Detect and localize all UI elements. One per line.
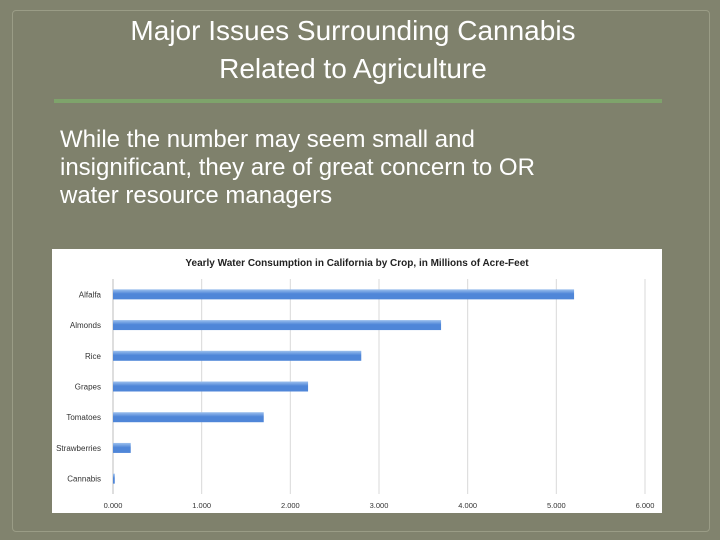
x-tick-label: 0.000: [104, 501, 123, 510]
body-line-2: insignificant, they are of great concern…: [60, 154, 535, 181]
chart-category-labels: Alfalfa Almonds Rice Grapes Tomatoes Strawber…: [56, 290, 101, 483]
chart-gridlines: [112, 279, 646, 494]
chart-title: Yearly Water Consumption in California b…: [185, 258, 529, 269]
bar-grapes: [113, 381, 309, 392]
body-line-3: water resource managers: [60, 182, 333, 209]
bar-cannabis: [113, 473, 115, 484]
slide-title: Major Issues Surrounding Cannabis Relate…: [40, 12, 666, 88]
category-label-cannabis: Cannabis: [67, 475, 101, 484]
category-label-tomatoes: Tomatoes: [66, 413, 101, 422]
bar-alfalfa: [113, 289, 575, 300]
slide-body-text: While the number may seem small and insi…: [60, 126, 660, 210]
chart-bars: [113, 289, 575, 484]
x-tick-label: 4.000: [458, 501, 477, 510]
bar-tomatoes: [113, 412, 264, 423]
bar-almonds: [113, 320, 442, 331]
bar-rice: [113, 350, 362, 361]
category-label-alfalfa: Alfalfa: [79, 290, 102, 299]
x-tick-label: 1.000: [192, 501, 211, 510]
x-tick-label: 2.000: [281, 501, 300, 510]
bar-strawberries: [113, 442, 131, 453]
category-label-almonds: Almonds: [70, 321, 101, 330]
x-tick-label: 6.000: [636, 501, 655, 510]
water-consumption-chart: Yearly Water Consumption in California b…: [52, 249, 662, 513]
chart-svg: Yearly Water Consumption in California b…: [56, 258, 655, 510]
slide-title-line-1: Major Issues Surrounding Cannabis: [130, 15, 576, 46]
chart-tick-labels: 0.000 1.000 2.000 3.000 4.000 5.000 6.000: [104, 501, 655, 510]
slide-title-line-2: Related to Agriculture: [219, 53, 487, 84]
category-label-grapes: Grapes: [75, 383, 101, 392]
category-label-strawberries: Strawberries: [56, 444, 101, 453]
body-line-1: While the number may seem small and: [60, 126, 475, 153]
category-label-rice: Rice: [85, 352, 102, 361]
x-tick-label: 5.000: [547, 501, 566, 510]
x-tick-label: 3.000: [370, 501, 389, 510]
title-divider: [54, 99, 662, 103]
